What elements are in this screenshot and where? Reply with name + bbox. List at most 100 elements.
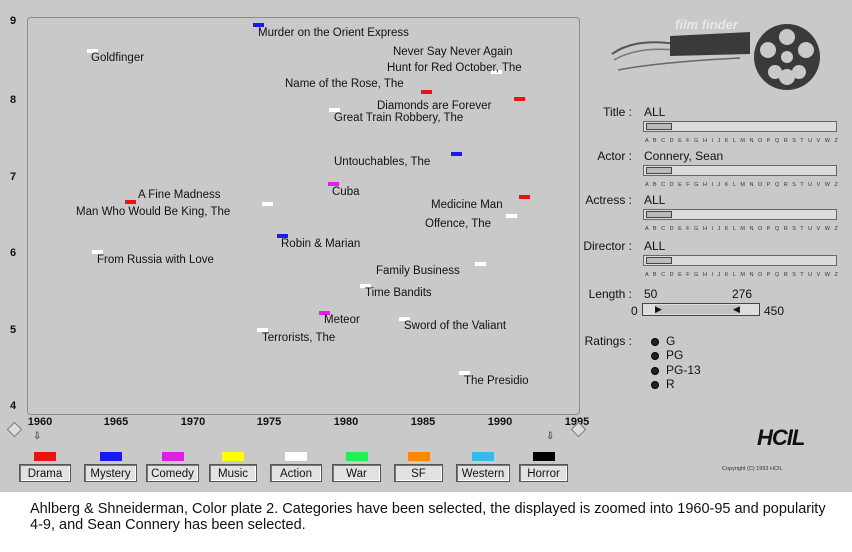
actor-label: Actor : [597, 149, 632, 163]
movie-label[interactable]: Diamonds are Forever [377, 100, 492, 112]
category-color-swatch [472, 452, 494, 461]
category-button-drama[interactable]: Drama [19, 464, 71, 482]
slider-thumb[interactable] [646, 167, 672, 174]
movie-label[interactable]: From Russia with Love [97, 254, 214, 266]
movie-label[interactable]: Untouchables, The [334, 156, 431, 168]
range-high-handle-icon[interactable]: ◀ [733, 304, 740, 314]
film-reel-logo-icon [611, 24, 820, 90]
movie-marker[interactable] [475, 262, 486, 266]
x-tick: 1970 [180, 416, 206, 428]
movie-label[interactable]: Hunt for Red October, The [387, 62, 522, 74]
category-button-sf[interactable]: SF [394, 464, 443, 482]
movie-marker[interactable] [421, 90, 432, 94]
category-button-action[interactable]: Action [270, 464, 322, 482]
rating-checkbox[interactable] [651, 352, 659, 360]
movie-marker[interactable] [329, 108, 340, 112]
movie-marker[interactable] [277, 234, 288, 238]
title-value: ALL [644, 105, 666, 119]
rating-checkbox[interactable] [651, 381, 659, 389]
movie-label[interactable]: Terrorists, The [262, 332, 336, 344]
category-button-horror[interactable]: Horror [519, 464, 568, 482]
x-tick: 1980 [333, 416, 359, 428]
rating-option: G [666, 334, 676, 348]
category-color-swatch [532, 452, 555, 461]
title-slider[interactable] [643, 121, 837, 132]
movie-marker[interactable] [399, 317, 410, 321]
movie-label[interactable]: Goldfinger [91, 52, 145, 64]
category-button-western[interactable]: Western [456, 464, 510, 482]
length-low-value: 50 [644, 287, 658, 301]
actress-label: Actress : [585, 193, 632, 207]
movie-marker[interactable] [92, 250, 103, 254]
category-color-swatch [285, 452, 307, 461]
actor-slider[interactable] [643, 165, 837, 176]
actress-value: ALL [644, 193, 666, 207]
rating-checkbox[interactable] [651, 367, 659, 375]
actor-value: Connery, Sean [644, 149, 724, 163]
movie-label[interactable]: Robin & Marian [281, 238, 361, 250]
slider-thumb[interactable] [646, 211, 672, 218]
movie-label[interactable]: Cuba [332, 186, 360, 198]
movie-marker[interactable] [87, 49, 98, 53]
y-tick: 8 [10, 94, 17, 106]
slider-thumb[interactable] [646, 123, 672, 130]
figure-caption-box: Ahlberg & Shneiderman, Color plate 2. Ca… [0, 492, 852, 552]
rating-option: R [666, 377, 675, 391]
category-button-music[interactable]: Music [209, 464, 257, 482]
movie-marker[interactable] [262, 202, 273, 206]
rating-checkbox[interactable] [651, 338, 659, 346]
movie-label[interactable]: The Presidio [464, 375, 529, 387]
y-tick: 7 [10, 171, 17, 183]
category-button-war[interactable]: War [332, 464, 381, 482]
length-range-slider[interactable]: ▶ ◀ [642, 303, 760, 316]
x-tick: 1985 [410, 416, 436, 428]
down-arrow-icon[interactable]: ⇩ [33, 431, 42, 442]
alphabet-index: A B C D E F G H I J K L M N O P Q R S T … [645, 226, 840, 232]
length-label: Length : [588, 287, 632, 301]
down-arrow-icon[interactable]: ⇩ [546, 431, 555, 442]
x-tick: 1965 [103, 416, 129, 428]
movie-marker[interactable] [506, 214, 517, 218]
length-high-value: 276 [732, 287, 753, 301]
y-tick: 6 [10, 247, 17, 259]
movie-marker[interactable] [514, 97, 525, 101]
movie-label[interactable]: A Fine Madness [138, 189, 221, 201]
movie-marker[interactable] [459, 371, 470, 375]
movie-marker[interactable] [253, 23, 264, 27]
movie-label[interactable]: Name of the Rose, The [285, 78, 404, 90]
y-tick: 4 [10, 400, 17, 412]
length-min: 0 [631, 304, 638, 318]
movie-label[interactable]: Man Who Would Be King, The [76, 206, 231, 218]
x-tick: 1960 [27, 416, 53, 428]
rating-option: PG [666, 348, 684, 362]
category-button-mystery[interactable]: Mystery [84, 464, 137, 482]
movie-label[interactable]: Time Bandits [365, 287, 432, 299]
movie-marker[interactable] [328, 182, 339, 186]
movie-label[interactable]: Murder on the Orient Express [258, 27, 409, 39]
movie-label[interactable]: Offence, The [425, 218, 492, 230]
category-color-swatch [407, 452, 430, 461]
movie-marker[interactable] [451, 152, 462, 156]
director-slider[interactable] [643, 255, 837, 266]
actress-slider[interactable] [643, 209, 837, 220]
copyright-text: Copyright (C) 1993 HCIL [722, 466, 783, 472]
category-color-swatch [222, 452, 244, 461]
x-tick: 1975 [256, 416, 282, 428]
movie-marker[interactable] [257, 328, 268, 332]
movie-label[interactable]: Sword of the Valiant [404, 320, 507, 332]
movie-label[interactable]: Meteor [324, 314, 360, 326]
scatter-plot-area[interactable] [27, 17, 580, 415]
movie-label[interactable]: Family Business [376, 265, 460, 277]
movie-label[interactable]: Never Say Never Again [393, 46, 513, 58]
category-button-comedy[interactable]: Comedy [146, 464, 199, 482]
movie-marker[interactable] [319, 311, 330, 315]
movie-marker[interactable] [360, 284, 371, 288]
range-low-handle-icon[interactable]: ▶ [655, 304, 662, 314]
slider-thumb[interactable] [646, 257, 672, 264]
movie-label[interactable]: Medicine Man [431, 199, 503, 211]
movie-marker[interactable] [491, 70, 502, 74]
category-color-swatch [34, 452, 56, 461]
movie-marker[interactable] [519, 195, 530, 199]
movie-marker[interactable] [125, 200, 136, 204]
movie-label[interactable]: Great Train Robbery, The [334, 112, 464, 124]
